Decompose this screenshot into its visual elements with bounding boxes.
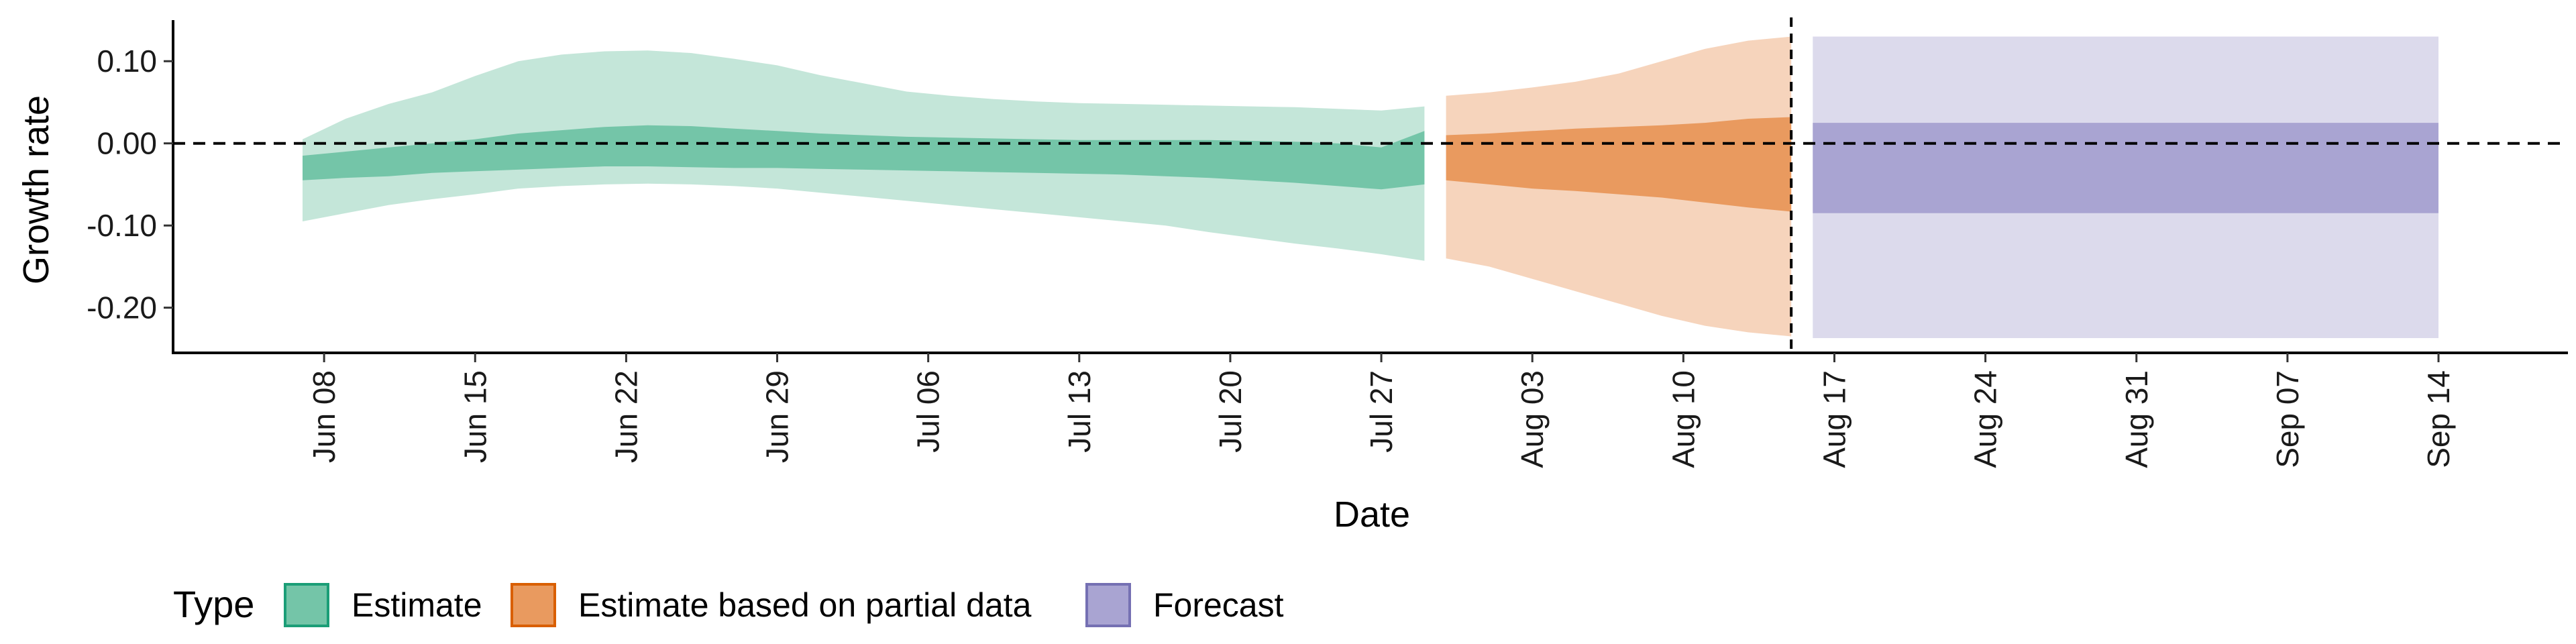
x-tick-label: Aug 31 xyxy=(2119,370,2154,468)
x-tick-label: Jul 13 xyxy=(1062,370,1097,453)
y-tick-label: 0.10 xyxy=(97,44,157,78)
estimate-based-on-partial-data-inner-band xyxy=(1446,117,1792,212)
x-tick-label: Jun 22 xyxy=(608,370,643,463)
legend-label: Estimate based on partial data xyxy=(578,586,1032,624)
x-axis-title: Date xyxy=(1334,494,1410,535)
y-tick-label: 0.00 xyxy=(97,126,157,161)
x-tick-label: Jun 29 xyxy=(760,370,795,463)
y-axis-title: Growth rate xyxy=(16,95,56,284)
ribbon-layer xyxy=(303,36,2438,338)
forecast-inner-band xyxy=(1813,123,2438,213)
reference-lines xyxy=(173,17,2568,353)
legend-title: Type xyxy=(173,583,254,625)
x-tick-label: Aug 03 xyxy=(1515,370,1550,468)
legend-key-1 xyxy=(284,583,329,627)
y-tick-label: -0.20 xyxy=(87,290,157,325)
x-tick-label: Jul 20 xyxy=(1213,370,1248,453)
axes-layer: -0.20 -0.10 0.00 0.10 Jun 08 Jun 15 Jun 22 Jun … xyxy=(87,20,2568,468)
x-tick-label: Jun 08 xyxy=(307,370,341,463)
x-tick-label: Aug 10 xyxy=(1666,370,1701,468)
x-tick-label: Aug 17 xyxy=(1817,370,1852,468)
x-tick-label: Jul 06 xyxy=(911,370,946,453)
legend-key-3 xyxy=(1085,583,1131,627)
x-tick-label: Jul 27 xyxy=(1364,370,1399,453)
x-tick-label: Sep 14 xyxy=(2421,370,2456,468)
legend: Type Estimate Estimate based on partial da… xyxy=(173,583,1284,627)
estimate-inner-band xyxy=(303,125,1425,190)
legend-label: Forecast xyxy=(1153,586,1284,624)
legend-key-2 xyxy=(511,583,556,627)
x-tick-label: Jun 15 xyxy=(458,370,492,463)
x-tick-label: Aug 24 xyxy=(1968,370,2003,468)
legend-label: Estimate xyxy=(352,586,482,624)
x-tick-label: Sep 07 xyxy=(2270,370,2305,468)
y-tick-label: -0.10 xyxy=(87,208,157,243)
